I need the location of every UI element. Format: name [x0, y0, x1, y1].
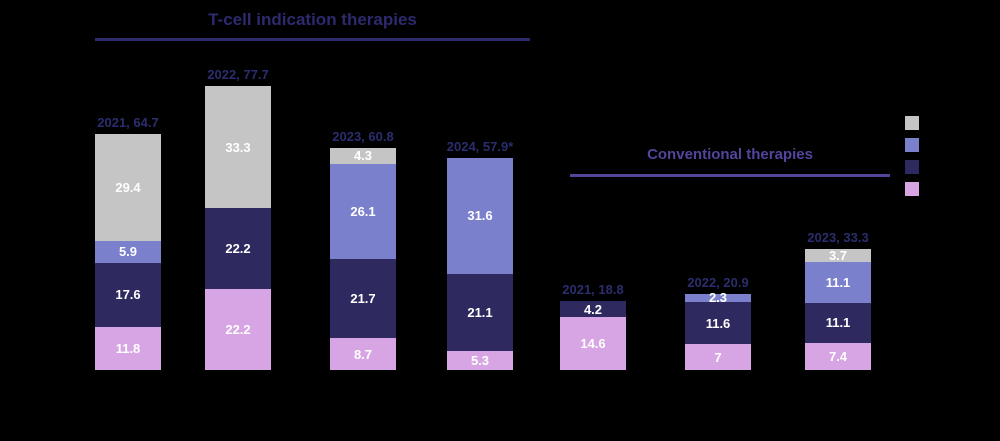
bar-total-label: 2024, 57.9*: [446, 139, 514, 155]
bar-segment-lavender: 22.2: [205, 288, 271, 370]
bar-segment-lavender: 5.3: [447, 350, 513, 370]
segment-value-label: 17.6: [115, 287, 141, 303]
bar-segment-navy: 11.1: [805, 302, 871, 343]
bar-segment-navy: 21.7: [330, 259, 396, 339]
bar-segment-lavender: 8.7: [330, 338, 396, 370]
legend-item: [905, 116, 950, 130]
legend-item: [905, 160, 950, 174]
legend-item: [905, 182, 950, 196]
bar-segment-periwinkle: 11.1: [805, 262, 871, 303]
segment-value-label: 2.3: [708, 290, 728, 306]
bar-segment-gray: 33.3: [205, 86, 271, 208]
bar-segment-navy: 11.6: [685, 302, 751, 345]
segment-value-label: 8.7: [353, 346, 373, 362]
segment-value-label: 22.2: [225, 321, 251, 337]
bar-segment-periwinkle: 5.9: [95, 241, 161, 263]
stacked-bar: 2024, 57.9* 31.6 21.1 5.3: [447, 140, 513, 370]
segment-value-label: 5.9: [118, 244, 138, 260]
left-title-underline: [95, 38, 530, 41]
segment-value-label: 11.1: [825, 315, 851, 331]
segment-value-label: 29.4: [115, 180, 141, 196]
segment-value-label: 21.1: [467, 304, 493, 320]
bar-segment-lavender: 14.6: [560, 316, 626, 370]
stacked-bar: 2022, 20.9 2.3 11.6 7: [685, 276, 751, 370]
bar-total-label: 2021, 18.8: [562, 282, 624, 298]
bar-total-label: 2021, 64.7: [97, 114, 159, 130]
legend: [905, 116, 950, 196]
stacked-bar: 2023, 33.3 3.7 11.1 11.1 7.4: [805, 229, 871, 370]
stacked-bar: 2023, 60.8 4.3 26.1 21.7 8.7: [330, 130, 396, 370]
bar-total-label: 2023, 60.8: [332, 129, 394, 145]
segment-value-label: 11.6: [705, 315, 731, 331]
bar-total-label: 2023, 33.3: [807, 229, 869, 245]
stacked-bar: 2021, 18.8 4.2 14.6: [560, 283, 626, 370]
segment-value-label: 22.2: [225, 240, 251, 256]
segment-value-label: 4.3: [353, 148, 373, 164]
gray-swatch-icon: [905, 116, 919, 130]
segment-value-label: 7: [714, 349, 722, 365]
segment-value-label: 11.1: [825, 274, 851, 290]
bar-segment-gray: 3.7: [805, 247, 871, 263]
legend-item: [905, 138, 950, 152]
segment-value-label: 26.1: [350, 203, 376, 219]
right-title-underline: [570, 174, 890, 177]
bar-segment-periwinkle: 2.3: [685, 290, 751, 306]
right-group-title: Conventional therapies: [647, 146, 813, 163]
bar-segment-lavender: 7.4: [805, 343, 871, 370]
segment-value-label: 5.3: [470, 352, 490, 368]
left-group-title: T-cell indication therapies: [208, 10, 417, 29]
navy-swatch-icon: [905, 160, 919, 174]
segment-value-label: 7.4: [828, 349, 848, 364]
lavender-swatch-icon: [905, 182, 919, 196]
segment-value-label: 14.6: [580, 335, 606, 351]
segment-value-label: 31.6: [467, 208, 493, 224]
bar-segment-periwinkle: 31.6: [447, 158, 513, 274]
segment-value-label: 4.2: [583, 301, 603, 317]
periwinkle-swatch-icon: [905, 138, 919, 152]
segment-value-label: 11.8: [115, 340, 141, 356]
stacked-bar: 2022, 77.7 33.3 22.2 22.2: [205, 68, 271, 370]
bar-segment-periwinkle: 26.1: [330, 163, 396, 260]
segment-value-label: 3.7: [828, 247, 848, 263]
bar-segment-lavender: 11.8: [95, 326, 161, 370]
bar-segment-gray: 29.4: [95, 133, 161, 242]
segment-value-label: 21.7: [350, 291, 376, 307]
bar-segment-navy: 21.1: [447, 273, 513, 351]
bar-total-label: 2022, 77.7: [207, 67, 269, 83]
bar-segment-navy: 4.2: [560, 301, 626, 317]
stacked-bar: 2021, 64.7 29.4 5.9 17.6 11.8: [95, 116, 161, 370]
bar-total-label: 2022, 20.9: [687, 274, 749, 290]
bar-segment-navy: 17.6: [95, 262, 161, 327]
bar-segment-lavender: 7: [685, 344, 751, 370]
bar-segment-gray: 4.3: [330, 148, 396, 164]
bar-segment-navy: 22.2: [205, 207, 271, 289]
segment-value-label: 33.3: [225, 139, 251, 155]
